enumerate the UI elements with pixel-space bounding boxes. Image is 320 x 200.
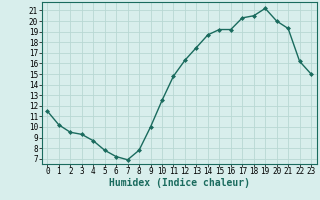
X-axis label: Humidex (Indice chaleur): Humidex (Indice chaleur) (109, 178, 250, 188)
